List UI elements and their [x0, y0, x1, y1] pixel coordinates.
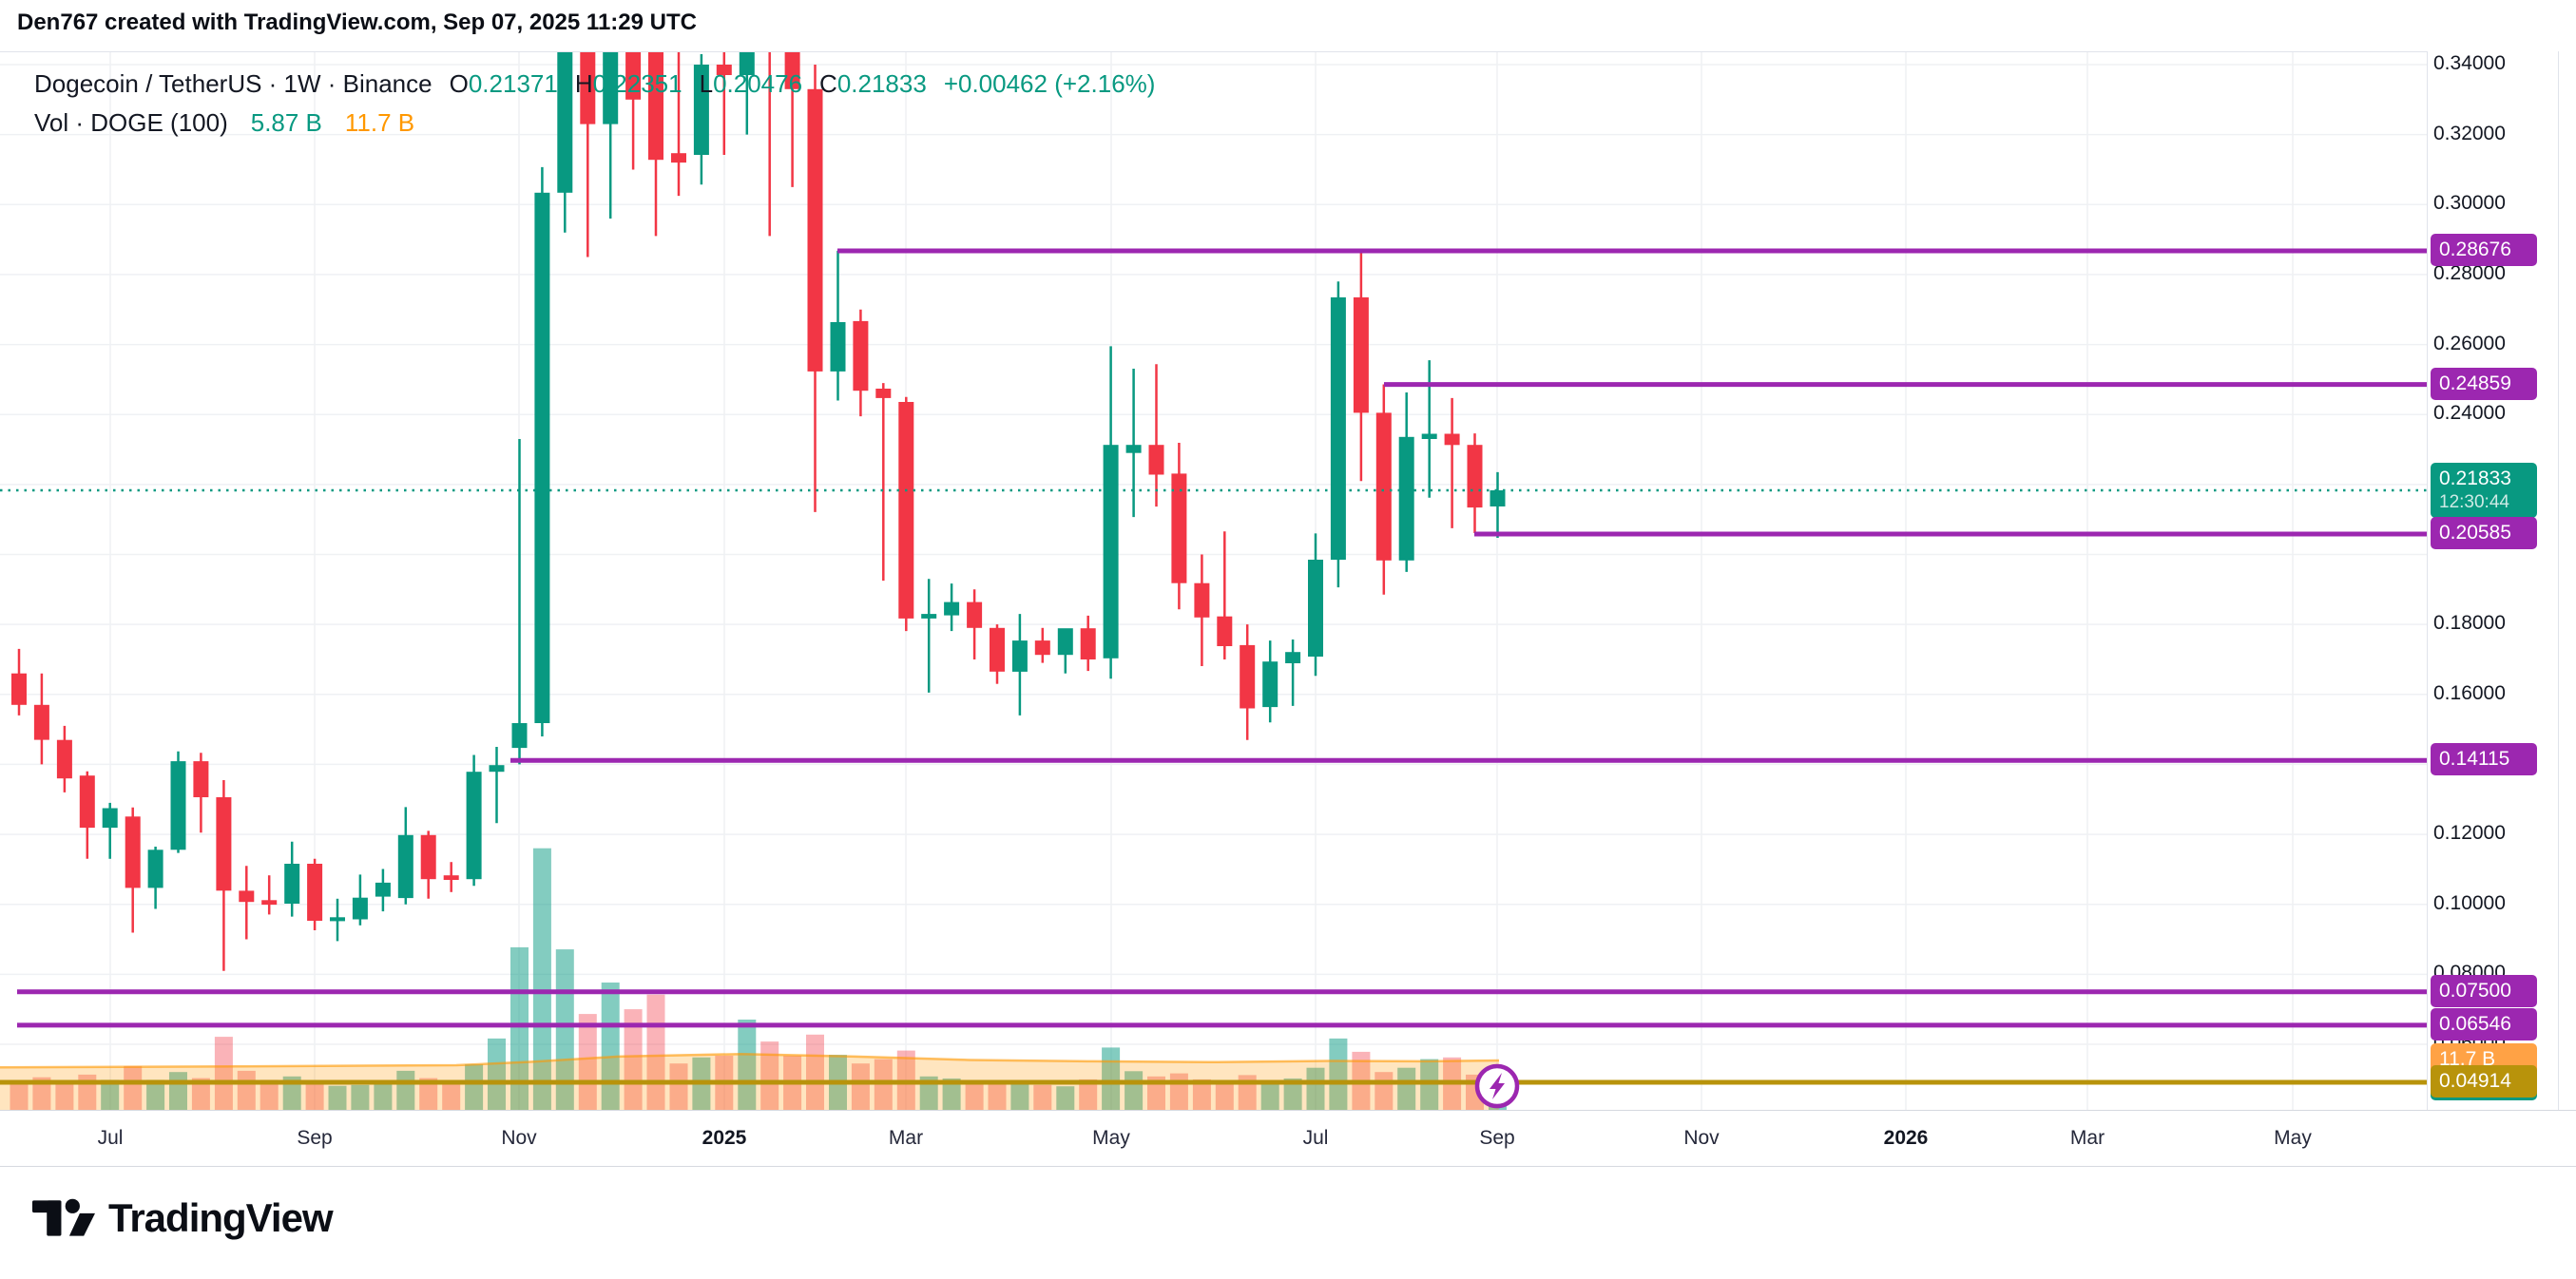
tradingview-logo-icon[interactable]	[32, 1192, 95, 1245]
high-label: H	[574, 69, 593, 98]
time-axis-label: Mar	[888, 1127, 924, 1149]
change-value: +0.00462 (+2.16%)	[943, 69, 1156, 98]
alert-icon[interactable]	[1474, 1063, 1520, 1109]
candlestick-chart[interactable]	[0, 52, 2427, 1111]
price-axis-label: 0.10000	[2433, 891, 2506, 914]
price-axis-label: 0.26000	[2433, 332, 2506, 354]
tradingview-footer: TradingView	[32, 1192, 334, 1245]
time-axis-label: Jul	[97, 1127, 124, 1149]
candles-layer	[11, 52, 1506, 971]
time-axis-label: 2026	[1883, 1127, 1929, 1149]
time-axis-label: May	[1092, 1127, 1130, 1149]
close-label: C	[819, 69, 837, 98]
price-axis-label: 0.18000	[2433, 612, 2506, 635]
volume-ma-value: 11.7 B	[344, 108, 415, 137]
volume-current-value: 5.87 B	[250, 108, 322, 137]
price-axis-label: 0.30000	[2433, 192, 2506, 215]
time-axis-label: Mar	[2069, 1127, 2105, 1149]
price-gridlines	[0, 64, 2427, 1045]
time-axis-label: Nov	[1683, 1127, 1720, 1149]
symbol-title[interactable]: Dogecoin / TetherUS · 1W · Binance	[34, 69, 433, 98]
bar-countdown: 12:30:44	[2439, 492, 2509, 512]
low-value: 0.20476	[713, 69, 803, 98]
chart-plot-area[interactable]: Dogecoin / TetherUS · 1W · Binance O0.21…	[0, 51, 2427, 1111]
time-axis-label: Jul	[1302, 1127, 1329, 1149]
price-badge: 0.20585	[2431, 516, 2537, 549]
price-axis-label: 0.24000	[2433, 402, 2506, 425]
attribution-text: Den767 created with TradingView.com, Sep…	[17, 10, 697, 35]
time-axis-label: 2025	[702, 1127, 747, 1149]
volume-legend-row: Vol · DOGE (100) 5.87 B 11.7 B	[34, 108, 1155, 138]
symbol-legend-row: Dogecoin / TetherUS · 1W · Binance O0.21…	[34, 69, 1155, 99]
close-value: 0.21833	[836, 69, 927, 98]
time-axis[interactable]: Jul Sep Nov 2025 Mar May Jul Sep Nov 2026 Mar May	[0, 1110, 2576, 1167]
price-badge: 0.28676	[2431, 234, 2537, 267]
volume-label[interactable]: Vol · DOGE (100)	[34, 108, 228, 137]
price-axis-label: 0.32000	[2433, 122, 2506, 144]
time-axis-label: Sep	[1479, 1127, 1515, 1149]
price-badge: 0.04914	[2431, 1064, 2537, 1098]
price-badge: 0.24859	[2431, 367, 2537, 400]
time-axis-label: Nov	[501, 1127, 537, 1149]
price-badge: 0.06546	[2431, 1007, 2537, 1040]
chart-legend: Dogecoin / TetherUS · 1W · Binance O0.21…	[34, 69, 1155, 147]
price-axis-label: 0.12000	[2433, 822, 2506, 845]
open-value: 0.21371	[468, 69, 558, 98]
tradingview-brand-text[interactable]: TradingView	[108, 1195, 334, 1240]
low-label: L	[699, 69, 714, 98]
price-axis[interactable]: 0.34000 0.32000 0.30000 0.28000 0.26000 0.240…	[2427, 51, 2559, 1165]
price-axis-label: 0.34000	[2433, 52, 2506, 74]
price-axis-label: 0.28000	[2433, 261, 2506, 284]
price-badge-current: 0.21833 12:30:44	[2431, 463, 2537, 518]
price-badge: 0.14115	[2431, 743, 2537, 776]
support-resistance-lines[interactable]	[0, 248, 2427, 1085]
open-label: O	[449, 69, 469, 98]
time-axis-label: May	[2274, 1127, 2312, 1149]
high-value: 0.22351	[592, 69, 682, 98]
price-axis-label: 0.16000	[2433, 681, 2506, 704]
price-badge: 0.07500	[2431, 974, 2537, 1007]
time-axis-label: Sep	[297, 1127, 333, 1149]
